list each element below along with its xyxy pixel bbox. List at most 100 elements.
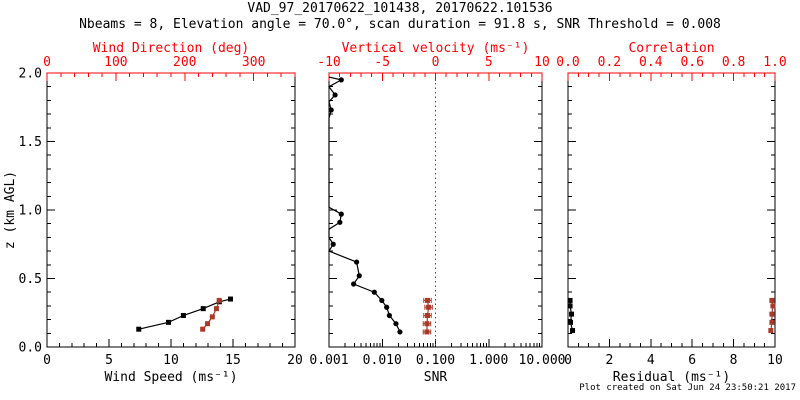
vertical-velocity-point <box>424 321 430 327</box>
snr-profile-point <box>332 92 338 98</box>
top-tick-label: 0.8 <box>722 55 745 70</box>
snr-profile-line <box>328 76 401 333</box>
x-tick-label: 8 <box>730 353 738 368</box>
y-tick-label: 1.5 <box>19 135 42 150</box>
bottom-axis <box>46 339 296 347</box>
vertical-velocity-point <box>425 312 431 318</box>
bottom-axis <box>567 339 776 347</box>
top-tick-label: 200 <box>173 55 196 70</box>
wind-direction-point <box>209 314 215 320</box>
plot-subtitle: Nbeams = 8, Elevation angle = 70.0°, sca… <box>79 17 721 32</box>
top-axis <box>567 72 776 81</box>
top-axis-title: Correlation <box>628 41 714 56</box>
y-tick-label: 0.5 <box>19 272 42 287</box>
top-tick-label: 0.0 <box>556 55 579 70</box>
top-tick-label: 0 <box>432 55 440 70</box>
wind-direction-point <box>213 306 219 312</box>
x-tick-label: 5 <box>105 353 113 368</box>
y-axis <box>329 72 542 348</box>
residual-point <box>567 319 573 325</box>
wind-direction-point <box>216 297 222 303</box>
top-axis-title: Wind Direction (deg) <box>93 41 250 56</box>
snr-profile-point <box>330 241 336 247</box>
residual-series <box>567 297 576 334</box>
residual-correlation-panel: 0 2 4 6 8 10 Residual (ms⁻¹) 0.0 0.2 0.4 0.6 0.8 1.0… <box>556 41 786 385</box>
top-tick-label: 100 <box>104 55 127 70</box>
correlation-point <box>770 303 776 309</box>
top-axis <box>328 72 543 81</box>
snr-profile-point <box>351 281 357 287</box>
y-tick-label: 1.0 <box>19 204 42 219</box>
x-tick-label: 10 <box>767 353 783 368</box>
correlation-point <box>769 319 775 325</box>
top-tick-label: 0 <box>43 55 51 70</box>
top-tick-label: 0.2 <box>598 55 621 70</box>
wind-speed-direction-panel: 0.0 0.5 1.0 1.5 2.0 z (km AGL) 0 5 10 15 20 Wind Sp… <box>3 41 303 385</box>
y-axis <box>568 72 775 348</box>
x-tick-label: 4 <box>647 353 655 368</box>
snr-profile-point <box>328 107 334 113</box>
wind-speed-point <box>228 296 234 302</box>
snr-profile-point <box>354 259 360 265</box>
wind-direction-point <box>205 321 211 327</box>
x-tick-label: 10 <box>163 353 179 368</box>
correlation-series <box>768 297 776 334</box>
correlation-point <box>769 311 775 317</box>
residual-point <box>570 328 576 334</box>
vertical-velocity-point <box>426 304 432 310</box>
x-tick-label: 2 <box>605 353 613 368</box>
top-tick-label: 10 <box>534 55 550 70</box>
snr-profile-point <box>379 297 385 304</box>
y-tick-label: 0.0 <box>19 341 42 356</box>
snr-profile-point <box>386 312 392 319</box>
x-tick-label: 20 <box>287 353 303 368</box>
wind-direction-point <box>200 326 206 332</box>
plot-title: VAD_97_20170622_101438, 20170622.101536 <box>247 1 553 16</box>
top-tick-label: 300 <box>242 55 265 70</box>
top-axis-title: Vertical velocity (ms⁻¹) <box>342 41 530 56</box>
top-tick-label: 1.0 <box>763 55 786 70</box>
top-axis <box>46 72 296 81</box>
y-axis <box>47 72 295 348</box>
vertical-velocity-series <box>422 297 433 335</box>
correlation-point <box>768 328 774 334</box>
x-tick-label: 0.001 <box>309 353 348 368</box>
x-tick-label: 0.010 <box>363 353 402 368</box>
residual-point <box>569 311 575 317</box>
bottom-axis-title: SNR <box>424 370 448 385</box>
y-axis-title: z (km AGL) <box>3 171 18 249</box>
top-tick-label: 5 <box>485 55 493 70</box>
snr-profile-point <box>338 211 344 217</box>
top-tick-label: -10 <box>317 55 340 70</box>
bottom-axis-title: Wind Speed (ms⁻¹) <box>104 370 237 385</box>
x-tick-label: 6 <box>688 353 696 368</box>
plot-frame <box>567 72 776 348</box>
plot-created-timestamp: Plot created on Sat Jun 24 23:50:21 2017 <box>579 383 796 393</box>
residual-point <box>567 297 573 303</box>
wind-speed-point <box>136 326 142 332</box>
y-tick-label: 2.0 <box>19 67 42 82</box>
x-tick-label: 10.000 <box>519 353 566 368</box>
top-tick-label: -5 <box>374 55 390 70</box>
top-tick-label: 0.4 <box>639 55 663 70</box>
snr-profile-point <box>384 304 390 310</box>
plot-frame <box>46 72 296 348</box>
wind-speed-point <box>166 319 172 325</box>
wind-speed-point <box>180 312 186 318</box>
snr-profile-point <box>338 77 344 83</box>
x-tick-label: 1.000 <box>469 353 508 368</box>
wind-speed-point <box>200 306 206 312</box>
wind-direction-series <box>200 297 222 332</box>
top-tick-label: 0.6 <box>680 55 703 70</box>
snr-profile-point <box>393 321 399 327</box>
correlation-point <box>769 297 775 303</box>
bottom-axis <box>328 339 543 347</box>
vertical-velocity-point <box>425 297 431 303</box>
snr-profile-series <box>328 76 403 335</box>
snr-profile-point <box>337 219 343 225</box>
snr-vertical-velocity-panel: 0.001 0.010 0.100 1.000 10.000 SNR -10 -5 0 5 10 Ve… <box>309 41 565 385</box>
x-tick-label: 0 <box>43 353 51 368</box>
snr-profile-point <box>397 329 403 335</box>
